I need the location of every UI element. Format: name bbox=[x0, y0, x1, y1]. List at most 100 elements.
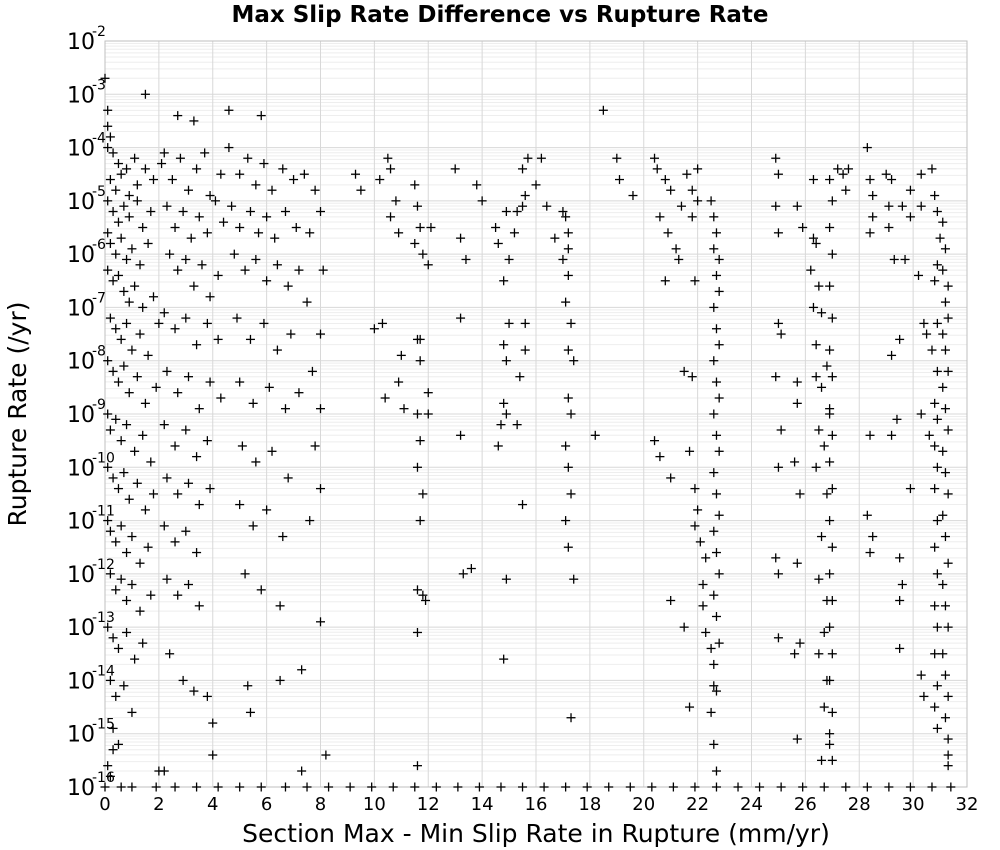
y-tick-label: 10-2 bbox=[67, 24, 106, 55]
data-point bbox=[423, 409, 433, 419]
data-point bbox=[841, 782, 851, 792]
data-point bbox=[518, 201, 528, 211]
data-point bbox=[216, 169, 226, 179]
data-point bbox=[418, 249, 428, 259]
data-point bbox=[321, 750, 331, 760]
data-point bbox=[159, 148, 169, 158]
data-point bbox=[536, 153, 546, 163]
data-point bbox=[124, 494, 134, 504]
data-point bbox=[711, 430, 721, 440]
data-point bbox=[248, 398, 258, 408]
data-point bbox=[676, 201, 686, 211]
data-point bbox=[243, 681, 253, 691]
data-point bbox=[566, 713, 576, 723]
data-point bbox=[105, 425, 115, 435]
x-tick-label: 16 bbox=[525, 794, 548, 815]
data-point bbox=[943, 489, 953, 499]
data-point bbox=[175, 153, 185, 163]
data-point bbox=[245, 207, 255, 217]
data-point bbox=[256, 585, 266, 595]
x-tick-label: 8 bbox=[315, 794, 326, 815]
data-point bbox=[208, 718, 218, 728]
data-point bbox=[520, 345, 530, 355]
y-tick-label: 10-12 bbox=[67, 557, 115, 588]
data-point bbox=[192, 782, 202, 792]
data-point bbox=[825, 175, 835, 185]
data-point bbox=[755, 782, 765, 792]
data-point bbox=[865, 175, 875, 185]
y-tick-exponent: -11 bbox=[92, 504, 115, 520]
data-point bbox=[938, 265, 948, 275]
data-point bbox=[927, 164, 937, 174]
data-point bbox=[905, 185, 915, 195]
y-tick-label: 10-3 bbox=[67, 77, 106, 108]
data-point bbox=[827, 649, 837, 659]
data-point bbox=[563, 270, 573, 280]
data-point bbox=[280, 207, 290, 217]
x-tick-label: 18 bbox=[578, 794, 601, 815]
data-point bbox=[798, 223, 808, 232]
data-point bbox=[930, 649, 940, 659]
data-point bbox=[709, 659, 719, 669]
data-point bbox=[130, 654, 140, 664]
data-point bbox=[773, 318, 783, 328]
data-point bbox=[868, 212, 878, 222]
data-point bbox=[122, 318, 132, 328]
data-point bbox=[367, 782, 377, 792]
y-tick-base: 10 bbox=[67, 456, 95, 481]
data-point bbox=[103, 622, 113, 632]
data-point bbox=[410, 238, 420, 248]
data-point bbox=[808, 175, 818, 185]
data-point bbox=[251, 180, 261, 190]
data-point bbox=[709, 739, 719, 749]
y-axis-ticks: 10-210-310-410-510-610-710-810-910-1010-… bbox=[67, 24, 115, 801]
data-point bbox=[884, 223, 894, 232]
data-point bbox=[822, 489, 832, 499]
data-point bbox=[523, 153, 533, 163]
data-point bbox=[701, 627, 711, 637]
data-point bbox=[173, 489, 183, 499]
data-point bbox=[709, 356, 719, 366]
data-point bbox=[814, 425, 824, 435]
data-point bbox=[116, 334, 126, 344]
data-point bbox=[450, 164, 460, 174]
x-tick-label: 26 bbox=[794, 794, 817, 815]
data-point bbox=[943, 734, 953, 744]
data-point bbox=[795, 638, 805, 648]
data-point bbox=[103, 409, 113, 419]
data-point bbox=[843, 164, 853, 174]
data-point bbox=[827, 596, 837, 605]
data-point bbox=[283, 281, 293, 291]
data-point bbox=[270, 233, 280, 243]
data-point bbox=[237, 441, 247, 451]
data-point bbox=[666, 596, 676, 605]
data-point bbox=[157, 159, 167, 169]
data-point bbox=[119, 361, 129, 371]
data-point bbox=[825, 569, 835, 579]
y-tick-base: 10 bbox=[67, 616, 95, 641]
data-point bbox=[940, 532, 950, 542]
data-point bbox=[138, 223, 148, 232]
data-point bbox=[943, 366, 953, 376]
data-point bbox=[194, 212, 204, 222]
data-point bbox=[108, 207, 118, 217]
data-point bbox=[108, 148, 118, 158]
data-point bbox=[105, 526, 115, 536]
data-point bbox=[862, 782, 872, 792]
data-point bbox=[103, 228, 113, 238]
data-point bbox=[240, 569, 250, 579]
y-tick-base: 10 bbox=[67, 30, 95, 55]
data-point bbox=[474, 782, 484, 792]
data-point bbox=[278, 532, 288, 542]
data-point bbox=[165, 649, 175, 659]
data-point bbox=[205, 191, 215, 201]
data-point bbox=[817, 532, 827, 542]
data-point bbox=[711, 324, 721, 334]
data-point bbox=[113, 739, 123, 749]
data-point bbox=[940, 244, 950, 254]
data-point bbox=[316, 207, 325, 217]
data-point bbox=[127, 345, 137, 355]
data-point bbox=[827, 430, 837, 440]
data-point bbox=[235, 500, 245, 510]
data-point bbox=[932, 622, 942, 632]
